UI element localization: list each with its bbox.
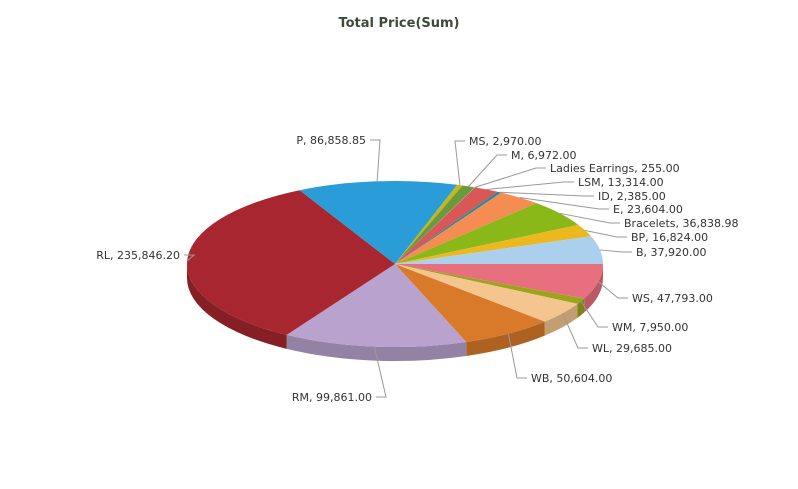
- pie-slice-ms[interactable]: [395, 184, 463, 264]
- leader-line-wm: [580, 300, 608, 328]
- data-label-wm: WM, 7,950.00: [612, 321, 688, 334]
- data-label-rm: RM, 99,861.00: [292, 391, 372, 404]
- pie-slice-wb[interactable]: [395, 264, 545, 342]
- leader-line-e: [519, 197, 609, 210]
- pie-slice-bp[interactable]: [395, 224, 592, 264]
- pie-wall-rl: [187, 264, 287, 349]
- data-label-p: P, 86,858.85: [296, 134, 366, 147]
- data-label-m: M, 6,972.00: [511, 149, 576, 162]
- data-label-bracelets: Bracelets, 36,838.98: [624, 217, 738, 230]
- data-label-bp: BP, 16,824.00: [631, 231, 708, 244]
- pie-slice-wm[interactable]: [395, 264, 585, 304]
- leader-line-p: [370, 139, 381, 182]
- pie-slice-bracelets[interactable]: [395, 203, 579, 264]
- leader-line-lsm: [486, 181, 574, 190]
- leader-line-ladies-earrings: [474, 167, 546, 188]
- leader-line-m: [468, 154, 507, 187]
- data-label-ms: MS, 2,970.00: [469, 135, 541, 148]
- data-label-lsm: LSM, 13,314.00: [578, 176, 664, 189]
- pie-slice-b[interactable]: [395, 236, 603, 264]
- pie-slice-rm[interactable]: [286, 264, 467, 348]
- data-label-b: B, 37,920.00: [636, 246, 707, 259]
- leader-line-ws: [597, 281, 628, 299]
- data-label-id: ID, 2,385.00: [598, 190, 666, 203]
- data-label-ws: WS, 47,793.00: [632, 292, 713, 305]
- leader-line-bracelets: [559, 212, 620, 224]
- leader-line-bp: [585, 229, 627, 238]
- pie-slice-ws[interactable]: [395, 264, 603, 299]
- leader-line-wb: [507, 333, 527, 379]
- data-label-e: E, 23,604.00: [613, 203, 683, 216]
- pie-slice-ladies-earrings[interactable]: [395, 187, 476, 264]
- pie-slice-wl[interactable]: [395, 264, 578, 322]
- pie-wall-ws: [584, 264, 603, 313]
- pie-wall-rm: [286, 334, 467, 361]
- pie-slice-rl[interactable]: [187, 190, 395, 335]
- data-label-rl: RL, 235,846.20: [96, 249, 180, 262]
- leader-line-rm: [373, 346, 387, 398]
- data-label-ladies-earrings: Ladies Earrings, 255.00: [550, 162, 680, 175]
- chart-title: Total Price(Sum): [338, 16, 460, 31]
- pie-slice-e[interactable]: [395, 192, 537, 264]
- data-label-wb: WB, 50,604.00: [531, 372, 612, 385]
- leader-line-wl: [562, 312, 588, 349]
- pie-wall-wl: [544, 303, 578, 336]
- pie-slice-m[interactable]: [395, 185, 475, 264]
- leader-line-b: [599, 249, 632, 253]
- pie-slice-lsm[interactable]: [395, 187, 498, 264]
- leader-line-rl: [184, 254, 196, 262]
- pie-slice-id[interactable]: [395, 191, 502, 264]
- pie-wall-wb: [466, 321, 545, 356]
- data-label-wl: WL, 29,685.00: [592, 342, 672, 355]
- leader-line-ms: [454, 140, 465, 186]
- pie-slice-p[interactable]: [299, 181, 458, 264]
- leader-line-id: [499, 191, 594, 197]
